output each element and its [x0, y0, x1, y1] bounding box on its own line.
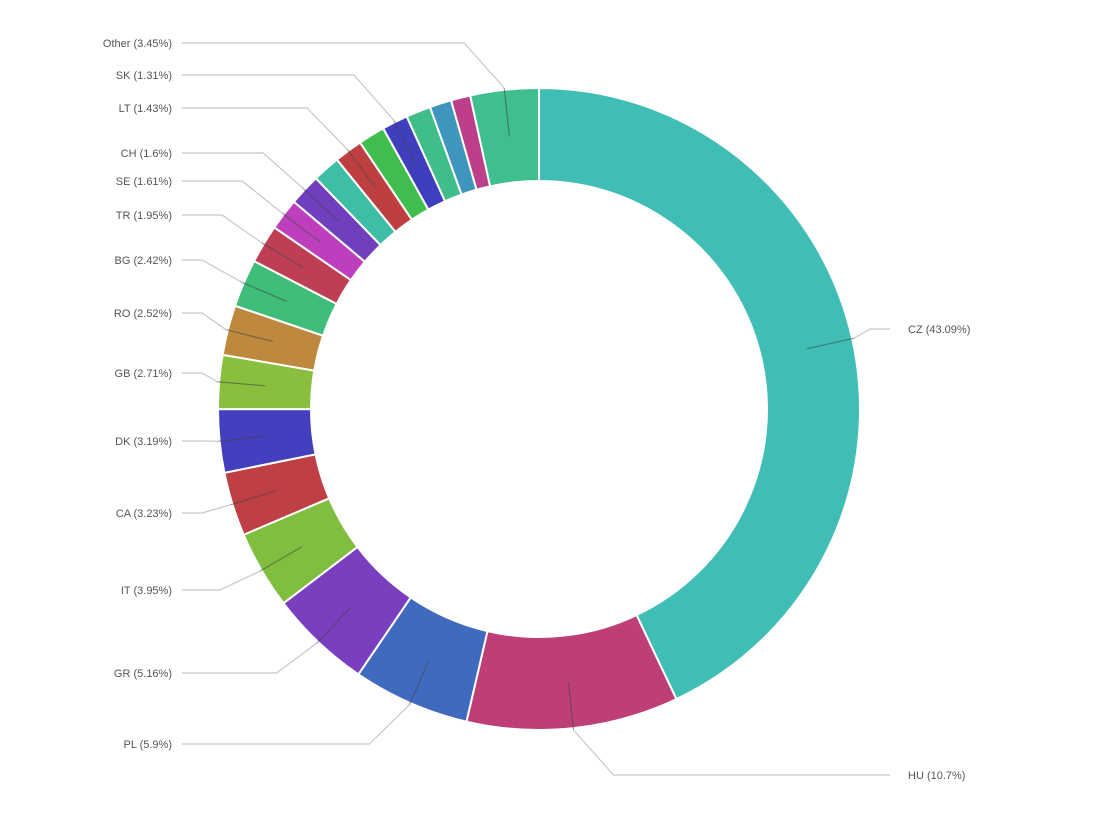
slice-label-tr: TR (1.95%) [116, 210, 172, 222]
slices-layer [216, 86, 861, 731]
leader-line-inner-ch [302, 187, 339, 222]
leader-line-se [182, 180, 283, 214]
labels-layer: CZ (43.09%) HU (10.7%) PL (5.9%) GR (5.16%)… [103, 38, 970, 782]
leader-line-inner-sk [393, 120, 417, 165]
leader-line-inner-it [259, 546, 302, 572]
leader-line-inner-lt [346, 148, 377, 189]
leader-line-gb [182, 372, 218, 383]
leader-line-cz [853, 328, 890, 339]
leader-line-inner-dk [217, 435, 266, 442]
leader-line-inner-ca [230, 489, 278, 506]
slice-label-pl: PL (5.9%) [123, 739, 172, 751]
slice-label-ch: CH (1.6%) [121, 148, 172, 160]
leader-line-inner-cz [806, 337, 855, 350]
slice-label-it: IT (3.95%) [121, 585, 172, 597]
slice-label-se: SE (1.61%) [116, 176, 172, 188]
leader-line-inner-other [503, 87, 510, 137]
leader-line-lt [182, 107, 348, 150]
donut-slice-cz[interactable] [538, 86, 861, 701]
leader-line-inner-gr [316, 607, 351, 644]
leader-line-inner-hu [567, 681, 575, 731]
leader-line-ro [182, 312, 227, 331]
donut-slice-other[interactable] [468, 86, 540, 188]
leader-line-inner-bg [241, 281, 287, 302]
slice-label-gb: GB (2.71%) [115, 368, 172, 380]
slice-label-dk: DK (3.19%) [115, 436, 172, 448]
slice-label-gr: GR (5.16%) [114, 668, 172, 680]
leader-line-inner-tr [261, 242, 304, 269]
slice-label-lt: LT (1.43%) [119, 103, 172, 115]
leader-line-hu [573, 729, 890, 776]
leader-line-it [182, 570, 260, 591]
leader-line-pl [182, 704, 410, 745]
leader-line-inner-ro [225, 329, 274, 343]
leader-line-inner-gb [217, 381, 266, 387]
leader-line-ch [182, 152, 304, 189]
leader-line-inner-se [281, 212, 322, 244]
slice-label-ca: CA (3.23%) [116, 508, 172, 520]
leader-line-inner-pl [408, 660, 430, 706]
leader-line-gr [182, 642, 318, 674]
slice-label-sk: SK (1.31%) [116, 70, 172, 82]
leader-line-bg [182, 259, 243, 283]
slice-label-ro: RO (2.52%) [114, 308, 172, 320]
slice-label-cz: CZ (43.09%) [908, 324, 970, 336]
leader-line-other [182, 42, 505, 89]
leader-lines-layer [182, 42, 890, 776]
slice-label-hu: HU (10.7%) [908, 770, 965, 782]
leader-line-sk [182, 74, 395, 121]
slice-label-bg: BG (2.42%) [115, 255, 172, 267]
slice-label-other: Other (3.45%) [103, 38, 172, 50]
leader-line-ca [182, 504, 231, 514]
leader-line-tr [182, 214, 263, 244]
